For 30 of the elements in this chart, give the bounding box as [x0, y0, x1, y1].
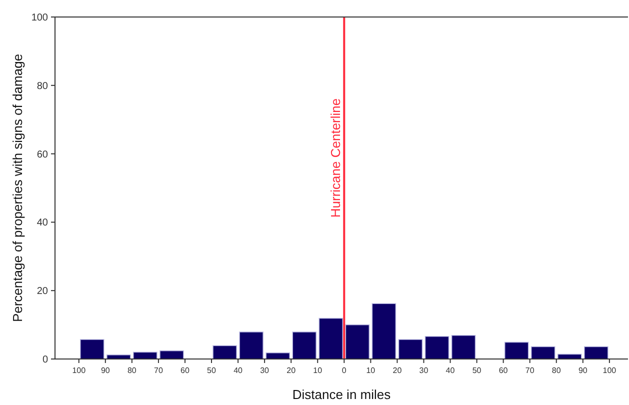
x-tick-label: 20 [392, 366, 402, 375]
x-tick-label: 100 [72, 366, 86, 375]
x-tick-label: 10 [366, 366, 376, 375]
y-tick-label: 40 [36, 218, 48, 229]
x-tick-label: 30 [419, 366, 429, 375]
x-tick-label: 70 [154, 366, 164, 375]
x-tick-label: 90 [100, 366, 110, 375]
x-tick-label: 90 [578, 366, 588, 375]
x-tick-label: 60 [180, 366, 190, 375]
y-tick-label: 0 [42, 354, 48, 366]
x-tick-label: 0 [342, 366, 347, 375]
y-tick-label: 60 [36, 149, 48, 160]
x-tick-label: 50 [207, 366, 217, 375]
y-tick-label: 20 [36, 286, 48, 298]
x-tick-label: 40 [234, 366, 244, 375]
x-tick-label: 70 [525, 366, 535, 375]
x-tick-label: 30 [260, 366, 270, 375]
x-tick-label: 10 [313, 366, 323, 375]
ref-line-label: Hurricane Centerline [328, 98, 344, 218]
y-tick-label: 100 [31, 12, 48, 24]
y-axis-title: Percentage of properties with signs of damage [10, 54, 25, 322]
x-tick-label: 20 [286, 366, 296, 375]
x-tick-label: 40 [446, 366, 456, 375]
x-tick-label: 50 [472, 366, 482, 375]
x-axis-title: Distance in miles [292, 387, 392, 402]
x-tick-label: 80 [127, 366, 137, 375]
x-tick-label: 60 [498, 366, 508, 375]
x-tick-label: 100 [602, 366, 617, 375]
x-tick-label: 80 [552, 366, 562, 375]
y-tick-label: 80 [36, 80, 48, 92]
